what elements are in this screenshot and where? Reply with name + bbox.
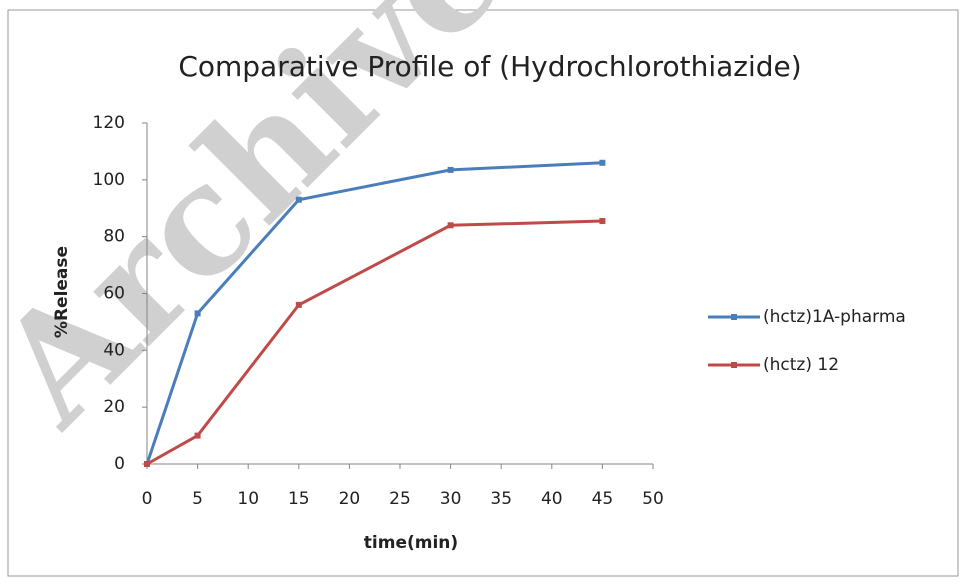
legend-marker	[731, 362, 737, 368]
x-tick-label: 15	[288, 489, 310, 509]
chart-title: Comparative Profile of (Hydrochlorothiaz…	[178, 50, 801, 83]
point	[447, 166, 454, 173]
chart-frame	[7, 9, 959, 577]
x-tick-label: 25	[389, 489, 411, 509]
point	[295, 196, 302, 203]
point	[599, 218, 606, 225]
y-tick-label: 100	[93, 170, 125, 190]
y-tick-label: 80	[103, 227, 125, 247]
x-tick-label: 40	[541, 489, 563, 509]
y-tick-label: 0	[114, 454, 125, 474]
x-tick-label: 35	[490, 489, 512, 509]
y-tick-label: 60	[103, 284, 125, 304]
point	[447, 222, 454, 229]
point	[194, 310, 201, 317]
legend-label: (hctz) 12	[763, 355, 839, 375]
y-tick-label: 20	[103, 397, 125, 417]
x-tick-label: 10	[237, 489, 259, 509]
y-tick-label: 40	[103, 340, 125, 360]
x-tick-label: 50	[642, 489, 664, 509]
x-tick-label: 45	[592, 489, 614, 509]
point	[194, 432, 201, 439]
legend-marker	[731, 314, 737, 320]
legend-label: (hctz)1A-pharma	[763, 307, 906, 327]
x-tick-label: 30	[440, 489, 462, 509]
point	[295, 301, 302, 308]
x-tick-label: 5	[192, 489, 203, 509]
point	[144, 461, 150, 467]
y-axis-label: %Release	[52, 246, 72, 338]
x-tick-label: 20	[339, 489, 361, 509]
x-axis-label: time(min)	[364, 533, 458, 553]
y-tick-label: 120	[93, 113, 125, 133]
point	[599, 159, 606, 166]
x-tick-label: 0	[142, 489, 153, 509]
